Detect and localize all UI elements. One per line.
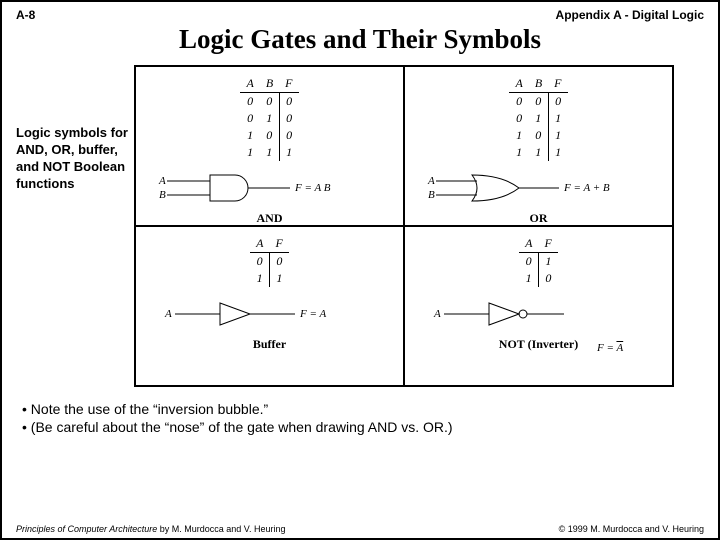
figure-area: ABF000010100111 A B F = A B AND [134, 65, 704, 387]
svg-text:B: B [428, 189, 435, 201]
footer: Principles of Computer Architecture by M… [16, 524, 704, 534]
notes-list: Note the use of the “inversion bubble.” … [2, 387, 718, 435]
truth-table-or: ABF000011101111 [509, 75, 567, 161]
buffer-gate-icon: A F = A [155, 293, 385, 335]
page-number: A-8 [16, 8, 35, 22]
content-area: Logic symbols for AND, OR, buffer, and N… [2, 65, 718, 387]
cell-buffer: AF0011 A F = A Buffer [135, 226, 404, 386]
cell-and: ABF000010100111 A B F = A B AND [135, 66, 404, 226]
and-gate-icon: A B F = A B [155, 167, 385, 209]
footer-right: © 1999 M. Murdocca and V. Heuring [559, 524, 704, 534]
and-name: AND [136, 211, 403, 226]
note-item: (Be careful about the “nose” of the gate… [22, 419, 698, 435]
side-description: Logic symbols for AND, OR, buffer, and N… [16, 65, 134, 387]
and-output-label: F = A B [294, 182, 331, 194]
truth-table-and: ABF000010100111 [240, 75, 298, 161]
buffer-output-label: F = A [299, 308, 326, 320]
cell-not: AF0110 A F = A NOT (Inverter) [404, 226, 673, 386]
truth-table-not: AF0110 [519, 235, 558, 287]
truth-table-buffer: AF0011 [250, 235, 289, 287]
or-name: OR [405, 211, 672, 226]
svg-text:B: B [159, 189, 166, 201]
page-title: Logic Gates and Their Symbols [2, 24, 718, 55]
header: A-8 Appendix A - Digital Logic [2, 2, 718, 22]
not-name: NOT (Inverter) [405, 337, 672, 352]
svg-text:A: A [158, 175, 166, 187]
svg-text:A: A [427, 175, 435, 187]
svg-text:A: A [433, 308, 441, 320]
slide-page: A-8 Appendix A - Digital Logic Logic Gat… [0, 0, 720, 540]
note-item: Note the use of the “inversion bubble.” [22, 401, 698, 417]
buffer-name: Buffer [136, 337, 403, 352]
not-output-label: F = A [597, 342, 623, 354]
svg-text:A: A [164, 308, 172, 320]
or-output-label: F = A + B [563, 182, 610, 194]
appendix-label: Appendix A - Digital Logic [556, 8, 704, 22]
cell-or: ABF000011101111 A B F = A + B OR [404, 66, 673, 226]
or-gate-icon: A B F = A + B [424, 167, 654, 209]
gate-grid: ABF000010100111 A B F = A B AND [134, 65, 674, 387]
footer-left: Principles of Computer Architecture by M… [16, 524, 285, 534]
not-gate-icon: A [424, 293, 654, 335]
